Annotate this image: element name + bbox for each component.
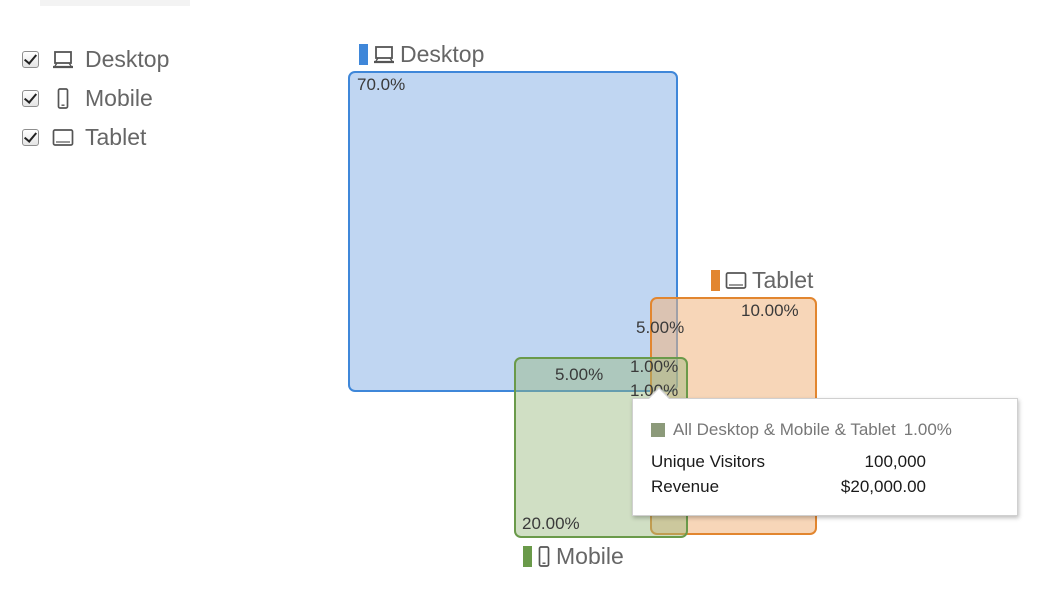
tablet-set-name: Tablet (752, 267, 814, 293)
metric-value: $20,000.00 (840, 477, 926, 496)
segment-tooltip: All Desktop & Mobile & Tablet 1.00% Uniq… (632, 398, 1018, 516)
filter-item-tablet[interactable]: Tablet (22, 118, 169, 157)
tooltip-metric-row: Unique Visitors 100,000 (651, 452, 926, 472)
desktop-region[interactable] (348, 71, 678, 392)
desktop-mobile-percent: 5.00% (555, 365, 604, 384)
desktop-swatch (359, 44, 368, 65)
mobile-set-label: Mobile (523, 543, 624, 570)
metric-label: Unique Visitors (651, 452, 766, 471)
desktop-icon (51, 49, 75, 71)
tooltip-swatch (651, 423, 665, 437)
tooltip-percent: 1.00% (903, 420, 952, 439)
mobile-tablet-percent: 1.00% (630, 357, 679, 376)
filter-label-tablet: Tablet (85, 124, 147, 150)
filter-item-desktop[interactable]: Desktop (22, 40, 169, 79)
filter-label-desktop: Desktop (85, 46, 170, 72)
tooltip-pointer-fill (648, 389, 670, 400)
desktop-tablet-percent: 5.00% (636, 318, 685, 337)
desktop-set-label: Desktop (359, 41, 484, 68)
desktop-checkbox[interactable] (22, 51, 39, 68)
desktop-icon (372, 44, 396, 66)
desktop-set-name: Desktop (400, 41, 485, 67)
tablet-checkbox[interactable] (22, 129, 39, 146)
tablet-icon (724, 270, 748, 292)
tablet-only-percent: 10.00% (741, 301, 799, 320)
tablet-set-label: Tablet (711, 267, 813, 294)
metric-label: Revenue (651, 477, 720, 496)
filter-item-mobile[interactable]: Mobile (22, 79, 169, 118)
filter-label-mobile: Mobile (85, 85, 153, 111)
mobile-set-name: Mobile (556, 543, 624, 569)
desktop-only-percent: 70.0% (357, 75, 406, 94)
tooltip-title: All Desktop & Mobile & Tablet (673, 420, 896, 439)
mobile-icon (536, 545, 552, 568)
mobile-swatch (523, 546, 532, 567)
tooltip-metric-row: Revenue $20,000.00 (651, 477, 926, 497)
tablet-icon (51, 127, 75, 149)
metric-value: 100,000 (864, 452, 926, 471)
mobile-icon (51, 87, 75, 110)
mobile-checkbox[interactable] (22, 90, 39, 107)
tablet-swatch (711, 270, 720, 291)
top-edge-fragment (40, 0, 190, 6)
device-filter-list: Desktop Mobile Tablet (22, 40, 169, 157)
mobile-only-percent: 20.00% (522, 514, 580, 533)
tooltip-header: All Desktop & Mobile & Tablet 1.00% (651, 420, 952, 440)
